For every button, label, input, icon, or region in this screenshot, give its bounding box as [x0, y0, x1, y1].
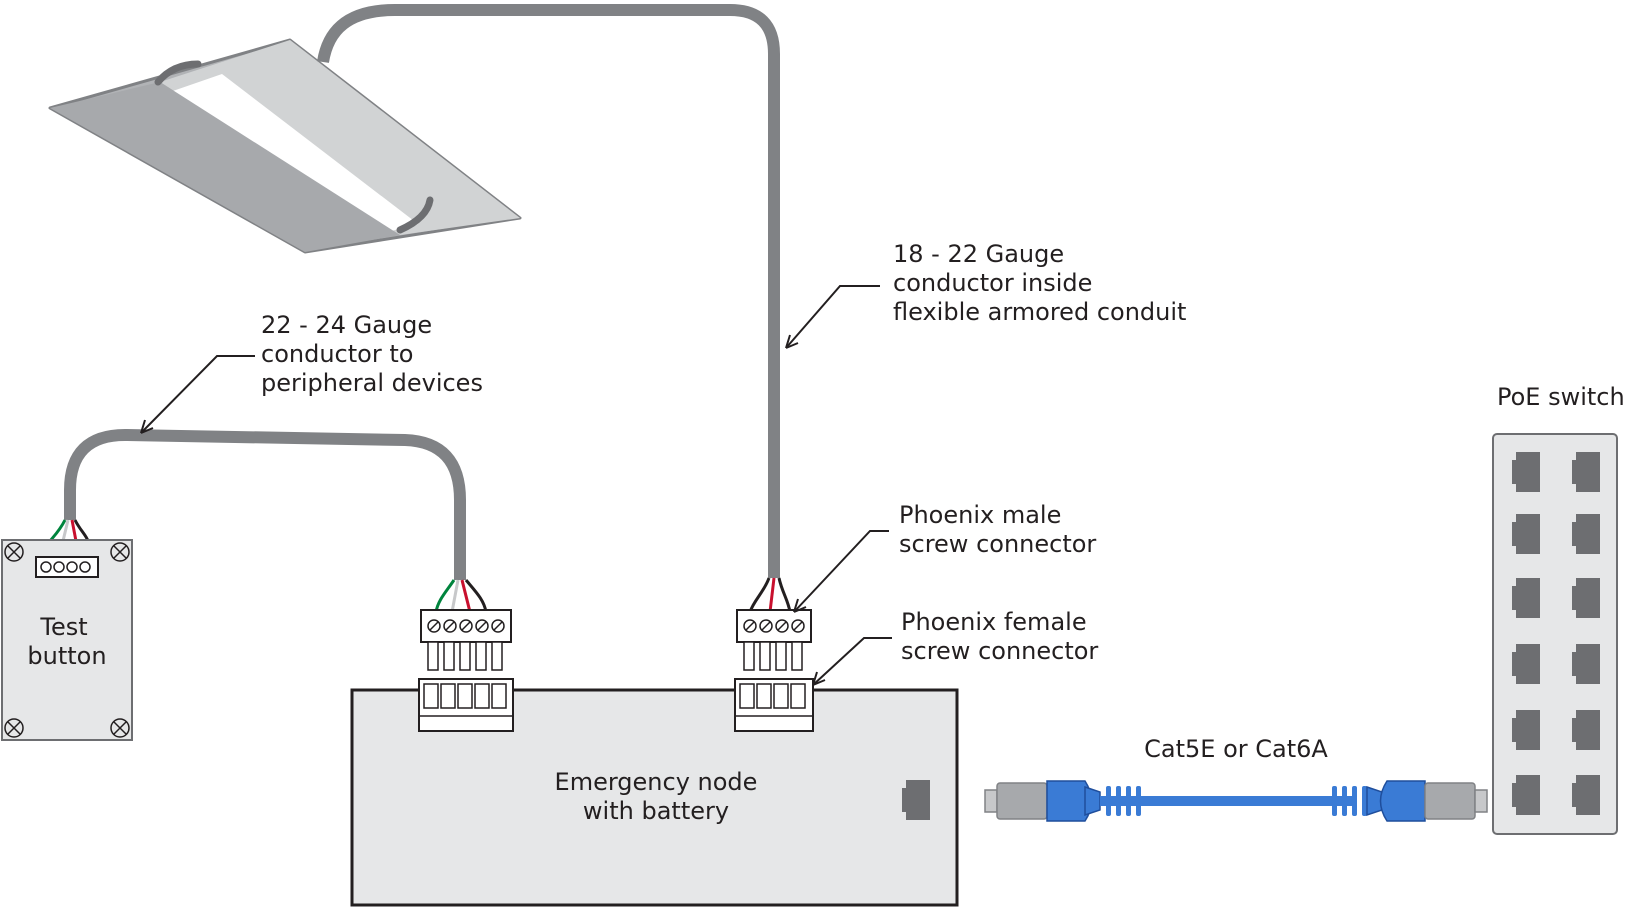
test-button-label-1: Test	[39, 613, 87, 641]
phoenix-female-line-2: screw connector	[901, 637, 1098, 665]
peripheral-label-line-3: peripheral devices	[261, 369, 483, 397]
phoenix-male-line-2: screw connector	[899, 530, 1096, 558]
ethernet-cable	[984, 780, 1488, 822]
emergency-node-label-2: with battery	[583, 797, 729, 825]
phoenix-female-line-1: Phoenix female	[901, 608, 1087, 636]
peripheral-wire-label: 22 - 24 Gauge conductor to peripheral de…	[261, 311, 483, 397]
armored-conduit	[317, 4, 780, 578]
test-button-box: Test button	[1, 539, 133, 741]
peripheral-wire-ends-test	[48, 519, 90, 542]
phoenix-connector-icon	[418, 609, 514, 732]
test-button-label-2: button	[27, 642, 106, 670]
peripheral-label-line-1: 22 - 24 Gauge	[261, 311, 432, 339]
phoenix-female-label: Phoenix female screw connector	[901, 608, 1098, 665]
phoenix-male-line-1: Phoenix male	[899, 501, 1061, 529]
conduit-label-line-2: conductor inside	[893, 269, 1092, 297]
screw-icon	[4, 718, 24, 738]
phoenix-male-label: Phoenix male screw connector	[899, 501, 1096, 558]
conduit-wire-ends	[748, 577, 792, 613]
leader-lines	[140, 285, 892, 686]
phoenix-connector-icon	[734, 609, 814, 732]
conduit-label-line-3: flexible armored conduit	[893, 298, 1186, 326]
peripheral-label-line-2: conductor to	[261, 340, 413, 368]
screw-icon	[110, 718, 130, 738]
peripheral-cable	[64, 428, 466, 580]
screw-icon	[4, 542, 24, 562]
peripheral-wire-ends-node	[434, 579, 488, 613]
conduit-wire-label: 18 - 22 Gauge conductor inside flexible …	[893, 240, 1186, 326]
poe-switch-icon	[1492, 433, 1618, 835]
poe-switch-label: PoE switch	[1497, 383, 1625, 411]
conduit-label-line-1: 18 - 22 Gauge	[893, 240, 1064, 268]
emergency-node-label-1: Emergency node	[555, 768, 758, 796]
screw-icon	[110, 542, 130, 562]
troffer-light-fixture-icon	[48, 38, 522, 254]
ethernet-port-icon	[902, 780, 930, 820]
ethernet-cable-label: Cat5E or Cat6A	[1144, 735, 1328, 763]
